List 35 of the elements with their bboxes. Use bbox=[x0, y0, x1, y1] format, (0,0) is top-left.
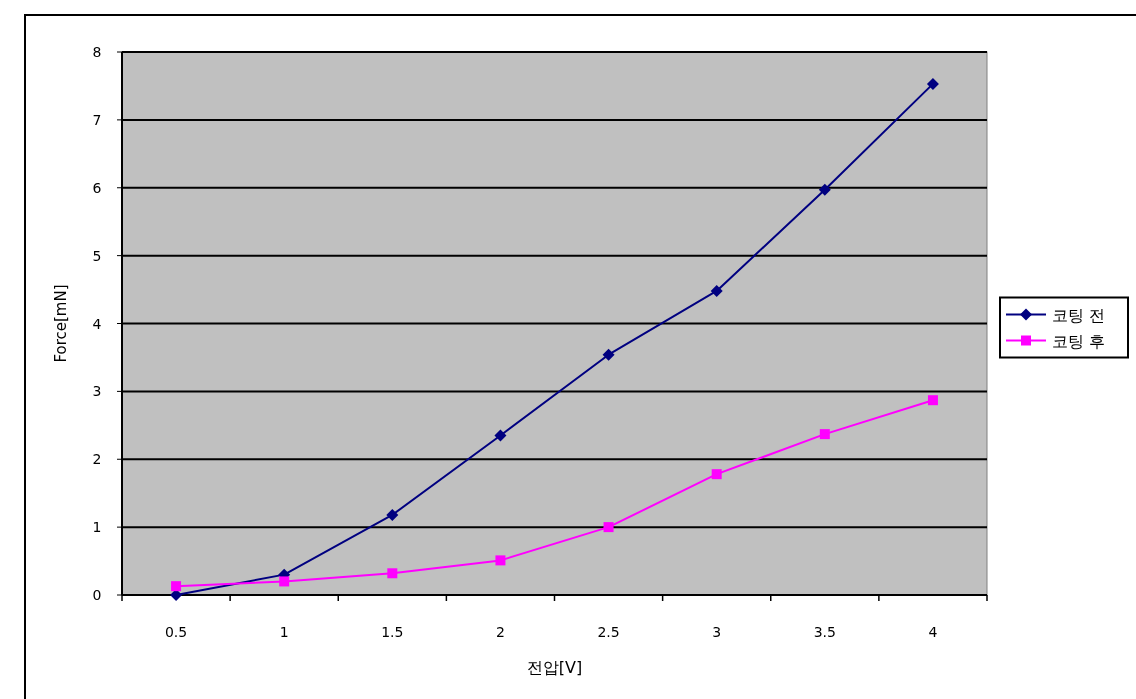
point bbox=[495, 555, 506, 566]
x-tick-label: 1 bbox=[279, 624, 289, 640]
point bbox=[819, 429, 830, 440]
legend-label: 코팅 후 bbox=[1052, 331, 1106, 351]
x-tick-label: 0.5 bbox=[164, 624, 188, 640]
y-tick-label: 5 bbox=[92, 247, 102, 264]
x-tick-label: 2 bbox=[495, 624, 505, 640]
point bbox=[494, 429, 507, 442]
x-tick-label: 1.5 bbox=[381, 624, 404, 640]
x-tick-label: 3.5 bbox=[813, 624, 836, 640]
y-tick-label: 6 bbox=[92, 179, 102, 196]
x-tick-label: 4 bbox=[928, 624, 938, 640]
point bbox=[603, 522, 614, 533]
legend-label: 코팅 전 bbox=[1052, 305, 1106, 325]
x-tick-label: 2.5 bbox=[597, 624, 620, 640]
y-tick-label: 3 bbox=[92, 383, 102, 400]
point bbox=[710, 284, 723, 297]
point bbox=[279, 576, 290, 587]
point bbox=[602, 348, 615, 361]
y-tick-label: 0 bbox=[92, 587, 102, 603]
point bbox=[711, 469, 722, 480]
y-tick-label: 2 bbox=[92, 451, 102, 468]
point bbox=[818, 183, 831, 196]
point bbox=[927, 395, 938, 406]
point bbox=[387, 568, 398, 579]
y-tick-label: 1 bbox=[92, 519, 102, 536]
y-tick-label: 7 bbox=[92, 111, 102, 128]
point bbox=[386, 508, 399, 521]
point bbox=[171, 581, 182, 592]
y-tick-label: 4 bbox=[92, 315, 102, 332]
x-tick-label: 3 bbox=[712, 624, 722, 640]
point bbox=[926, 77, 939, 90]
x-axis-title: 전압[V] bbox=[526, 658, 583, 677]
y-axis-title: Force[mN] bbox=[52, 284, 70, 363]
y-tick-label: 8 bbox=[92, 44, 102, 60]
